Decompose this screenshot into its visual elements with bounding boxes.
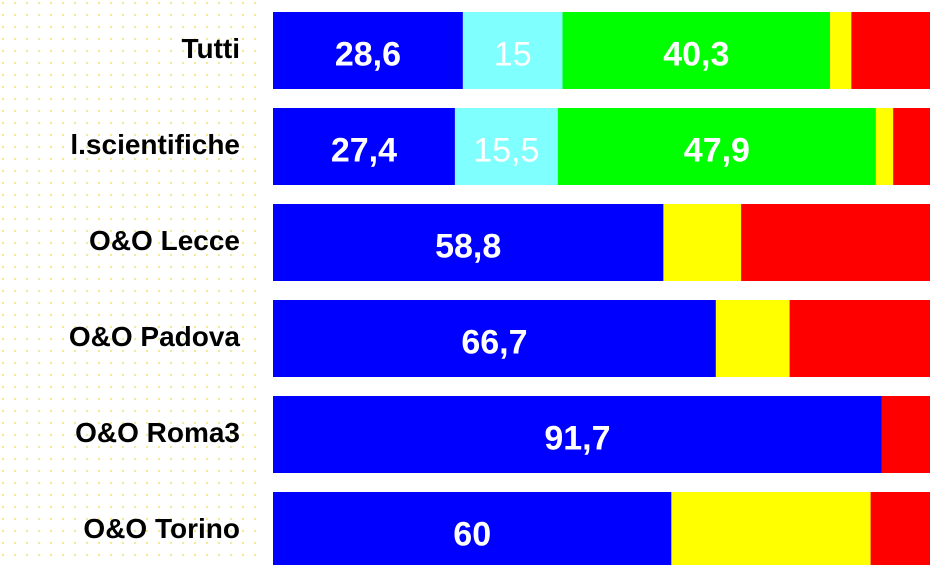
bar-segment [830,12,852,89]
bar-segment [273,204,664,281]
bar-segment [273,300,716,377]
bar-segment [273,12,463,89]
bar-segment [715,300,790,377]
value-label: 15,5 [473,132,539,170]
value-label: 28,6 [335,36,401,74]
value-label: 15 [494,36,532,74]
value-label: 58,8 [435,228,501,266]
bar-segment [273,396,882,473]
value-label: 66,7 [461,324,527,362]
bar-segment [789,300,930,377]
value-label: 91,7 [544,420,610,458]
category-label: O&O Padova [69,321,241,352]
bar-segment [893,108,930,185]
bar-segment [870,492,930,565]
bar-segment [671,492,871,565]
value-label: 60 [453,516,491,554]
category-label: O&O Torino [83,513,240,544]
bar-segment [454,108,558,185]
bar-segment [273,108,455,185]
bar-segment [273,492,672,565]
bar-segment [741,204,930,281]
bar-segment [875,108,894,185]
bar-segment [663,204,742,281]
value-label: 27,4 [331,132,397,170]
category-label: l.scientifiche [70,129,240,160]
value-label: 47,9 [684,132,750,170]
bar-segment [851,12,930,89]
background-pattern [0,0,260,565]
category-label: Tutti [181,33,240,64]
category-label: O&O Roma3 [75,417,240,448]
category-label: O&O Lecce [89,225,240,256]
bar-segment [557,108,876,185]
bar-segment [562,12,831,89]
bar-segment [462,12,563,89]
value-label: 40,3 [663,36,729,74]
bar-segment [881,396,930,473]
